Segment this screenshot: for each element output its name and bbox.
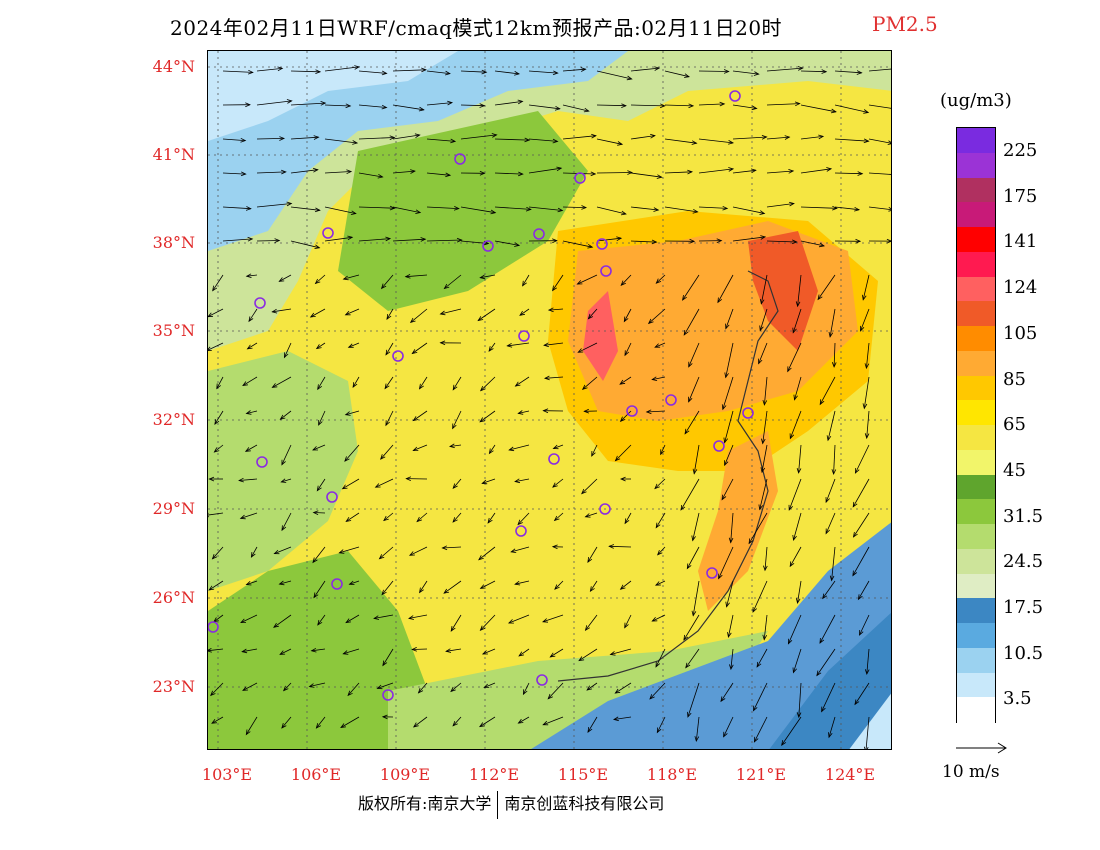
colorbar-label: 17.5: [1003, 597, 1044, 618]
colorbar-label: 24.5: [1003, 551, 1044, 573]
inner-mongolia-green: [338, 111, 588, 311]
colorbar-swatch: [957, 350, 995, 376]
colorbar-swatch: [957, 425, 995, 451]
forecast-map: [207, 50, 892, 750]
colorbar-label: 175: [1003, 185, 1038, 207]
colorbar-swatch: [957, 152, 995, 178]
colorbar-swatch: [957, 227, 995, 253]
lat-label: 23°N: [152, 677, 195, 696]
wind-vectors: [208, 65, 891, 749]
ocean-south: [531, 522, 891, 749]
wind-reference-arrow: [956, 742, 1007, 754]
chart-title: 2024年02月11日WRF/cmaq模式12km预报产品:02月11日20时: [170, 16, 783, 40]
colorbar-label: 124: [1003, 277, 1038, 299]
colorbar-swatch: [957, 326, 995, 352]
colorbar-swatch: [957, 573, 995, 599]
southwest-green: [208, 351, 358, 591]
company-name: 南京创蓝科技有限公司: [504, 794, 665, 813]
colorbar-swatch: [957, 251, 995, 277]
lat-label: 26°N: [152, 588, 195, 607]
colorbar-label: 45: [1003, 459, 1026, 481]
colorbar-label: 3.5: [1003, 688, 1032, 710]
lon-label: 106°E: [290, 765, 342, 784]
colorbar-label: 225: [1003, 140, 1038, 161]
copyright-text: 版权所有:南京大学: [358, 794, 492, 813]
colorbar-swatch: [957, 548, 995, 574]
ocean-light: [849, 693, 891, 749]
northwest-blue-region: [208, 51, 628, 251]
lat-label: 32°N: [152, 410, 195, 429]
colorbar: [956, 127, 996, 723]
map-canvas: [208, 51, 891, 749]
lon-label: 115°E: [557, 765, 609, 784]
lat-label: 41°N: [152, 145, 195, 164]
lon-label: 112°E: [468, 765, 520, 784]
lon-label: 103°E: [201, 765, 253, 784]
colorbar-label: 85: [1003, 368, 1026, 390]
wind-reference-label: 10 m/s: [942, 762, 1000, 782]
henan-red-core: [583, 291, 618, 381]
colorbar-swatch: [957, 623, 995, 649]
colorbar-swatch: [957, 301, 995, 327]
colorbar-swatch: [957, 400, 995, 426]
lat-label: 44°N: [152, 57, 195, 76]
lat-label: 38°N: [152, 233, 195, 252]
east-coast-orange: [698, 431, 778, 611]
colorbar-swatch: [957, 202, 995, 228]
variable-label: PM2.5: [872, 12, 938, 36]
colorbar-swatch: [957, 449, 995, 475]
far-north-light-region: [208, 51, 458, 141]
colorbar-label: 141: [1003, 231, 1038, 253]
colorbar-swatch: [957, 524, 995, 550]
colorbar-swatch: [957, 375, 995, 401]
colorbar-swatch: [957, 647, 995, 673]
lat-label: 29°N: [152, 499, 195, 518]
colorbar-swatch: [957, 177, 995, 203]
shandong-red-core: [748, 231, 818, 351]
colorbar-label: 31.5: [1003, 505, 1044, 527]
colorbar-label: 10.5: [1003, 642, 1044, 664]
graticule: [208, 51, 891, 749]
legend-units: (ug/m3): [940, 90, 1012, 111]
city-markers: [208, 90, 754, 701]
footer-separator: [497, 790, 499, 819]
colorbar-swatch: [957, 474, 995, 500]
colorbar-swatch: [957, 672, 995, 698]
lon-label: 118°E: [646, 765, 698, 784]
title-row: 2024年02月11日WRF/cmaq模式12km预报产品:02月11日20时 …: [0, 10, 1100, 40]
colorbar-swatch: [957, 276, 995, 302]
south-coast-green: [388, 631, 768, 749]
colorbar-swatch: [957, 499, 995, 525]
colorbar-swatch: [957, 697, 995, 723]
colorbar-label: 65: [1003, 414, 1026, 436]
colorbar-label: 105: [1003, 322, 1038, 344]
colorbar-swatch: [957, 128, 995, 154]
lon-label: 124°E: [824, 765, 876, 784]
footer: 版权所有:南京大学 南京创蓝科技有限公司: [358, 790, 664, 819]
lat-label: 35°N: [152, 321, 195, 340]
lon-label: 109°E: [379, 765, 431, 784]
colorbar-swatch: [957, 598, 995, 624]
lon-label: 121°E: [735, 765, 787, 784]
